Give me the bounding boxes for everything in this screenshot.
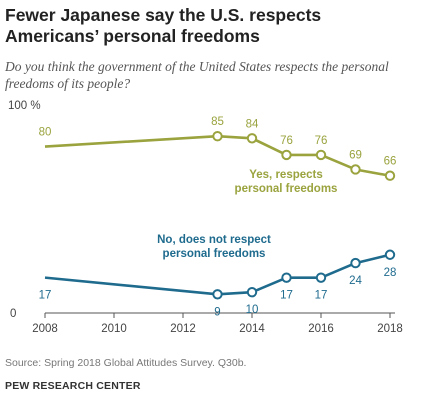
series-line <box>44 134 391 177</box>
data-label: 10 <box>246 304 259 316</box>
data-label: 17 <box>280 290 293 302</box>
data-label: 84 <box>246 118 259 130</box>
series-name-line: personal freedoms <box>235 183 338 195</box>
x-tick-label: 2018 <box>377 323 403 335</box>
data-point <box>384 249 396 260</box>
data-label: 76 <box>280 135 293 147</box>
data-label: 76 <box>315 135 328 147</box>
data-label: 17 <box>39 290 52 302</box>
data-point <box>315 149 327 161</box>
data-point <box>350 257 361 269</box>
series-name-line: personal freedoms <box>163 248 266 260</box>
x-tick-label: 2014 <box>239 323 265 335</box>
data-point <box>246 287 258 298</box>
data-label: 66 <box>384 156 397 168</box>
data-label: 24 <box>349 275 362 287</box>
series-name-label: No, does not respect personal freedoms <box>157 234 271 260</box>
x-tick-label: 2012 <box>170 323 196 335</box>
source-note: Source: Spring 2018 Global Attitudes Sur… <box>5 357 247 369</box>
data-point <box>350 164 361 175</box>
chart-subtitle: Do you think the government of the Unite… <box>5 59 389 91</box>
data-point <box>212 289 223 300</box>
brand-logo-text: PEW RESEARCH CENTER <box>5 380 141 392</box>
series-name-line: Yes, respects <box>249 169 323 181</box>
x-tick-label: 2008 <box>32 323 58 335</box>
data-point <box>384 170 396 181</box>
data-label: 28 <box>384 267 397 279</box>
data-point <box>281 272 292 283</box>
chart-title: Fewer Japanese say the U.S. respects Ame… <box>5 5 322 46</box>
data-label: 69 <box>349 149 362 161</box>
series-name-label: Yes, respects personal freedoms <box>235 169 338 195</box>
data-point <box>281 149 292 161</box>
data-label: 85 <box>211 116 224 128</box>
series-name-line: No, does not respect <box>157 234 271 246</box>
series-line <box>44 253 391 296</box>
y-axis-label-top: 100 % <box>8 100 41 112</box>
x-tick-label: 2016 <box>308 323 334 335</box>
data-label: 17 <box>315 290 328 302</box>
y-axis-label-bottom: 0 <box>10 308 16 320</box>
data-point <box>212 131 223 142</box>
data-label: 9 <box>214 306 220 318</box>
data-label: 80 <box>39 127 52 139</box>
x-tick-label: 2010 <box>101 323 127 335</box>
data-point <box>246 133 258 144</box>
line-chart: 100 % 0 2008 2010 2012 2014 2016 2018 80 85 84 7… <box>8 100 403 335</box>
data-point <box>315 272 327 283</box>
